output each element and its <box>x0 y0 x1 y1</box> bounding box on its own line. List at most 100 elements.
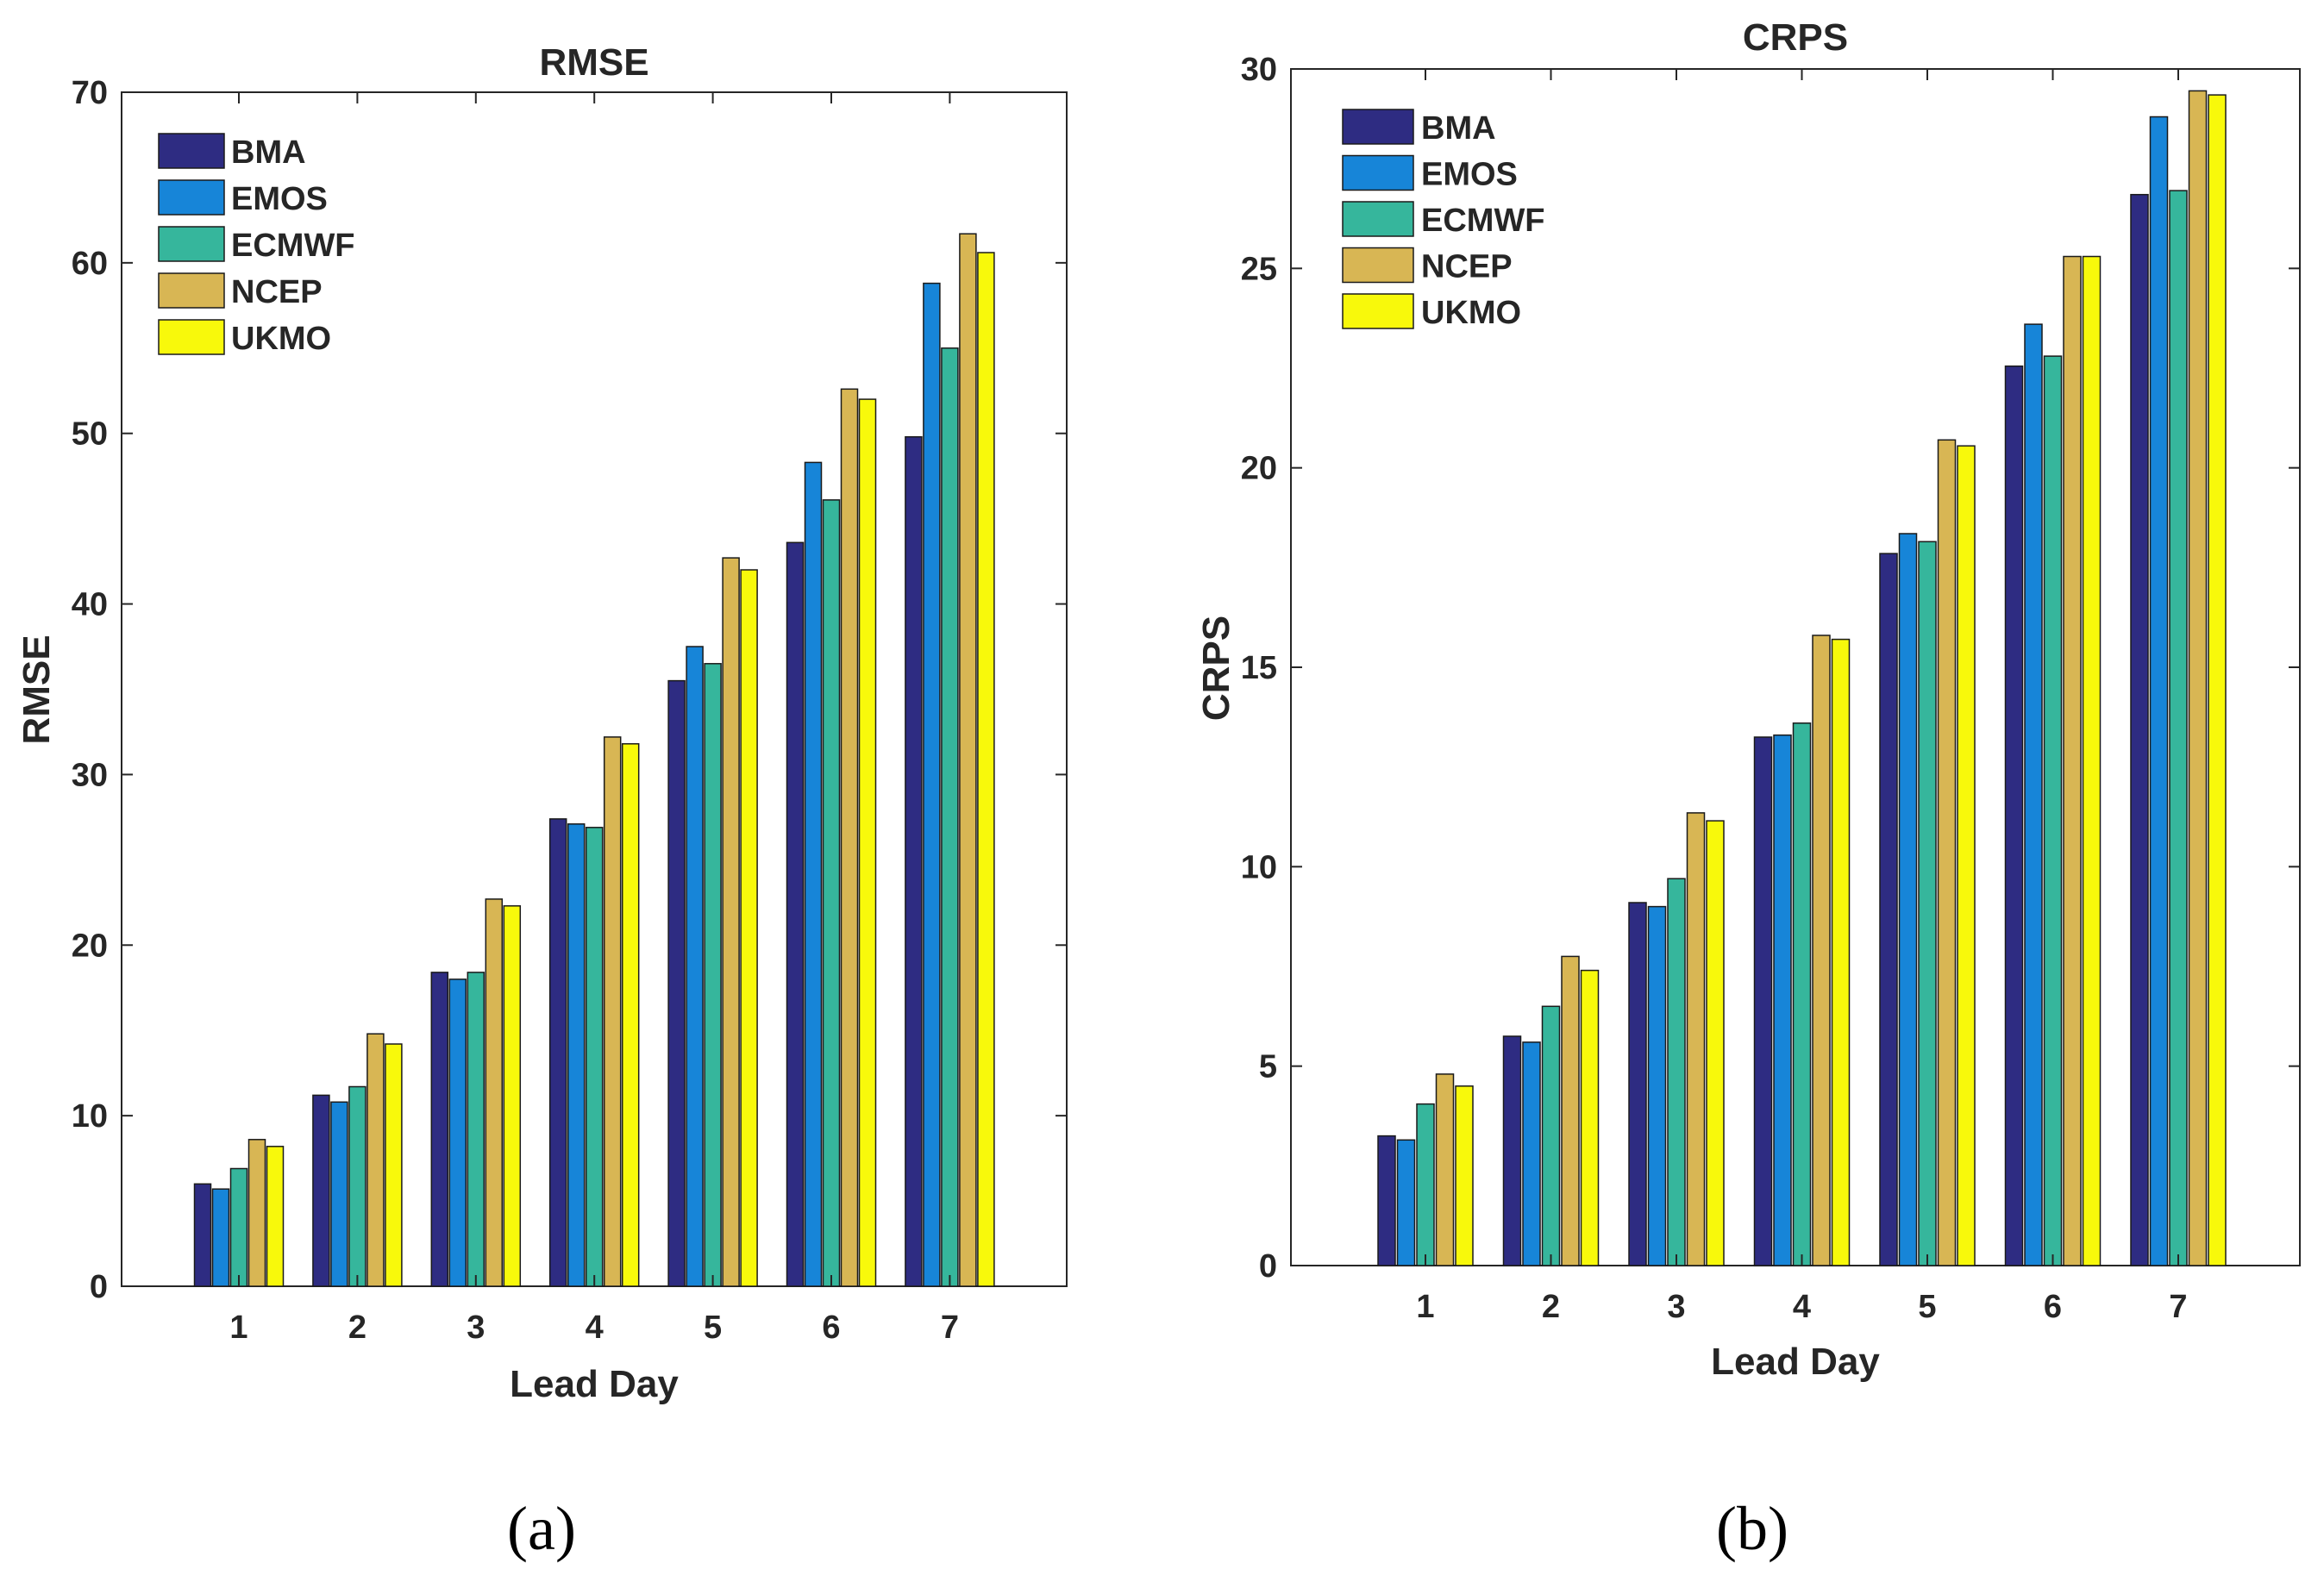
crps-bar-ecmwf-day-7 <box>2169 190 2188 1266</box>
crps-bar-emos-day-5 <box>1898 533 1918 1266</box>
crps-bar-ukmo-day-1 <box>1455 1085 1474 1266</box>
crps-bar-ecmwf-day-4 <box>1792 722 1812 1266</box>
crps-chart-title: CRPS <box>1743 16 1848 59</box>
rmse-bar-ncep-day-3 <box>485 898 504 1287</box>
crps-bar-ncep-day-5 <box>1937 439 1957 1266</box>
crps-legend-label-bma: BMA <box>1421 110 1496 147</box>
crps-x-tick-label: 4 <box>1793 1289 1811 1325</box>
crps-legend-swatch-bma <box>1342 109 1414 145</box>
crps-bar-emos-day-6 <box>2024 323 2043 1266</box>
rmse-bar-ncep-day-5 <box>722 557 740 1287</box>
rmse-bar-ukmo-day-1 <box>266 1146 285 1287</box>
crps-bar-bma-day-5 <box>1879 553 1898 1266</box>
crps-panel-label: (b) <box>1716 1494 1788 1563</box>
crps-y-tick-label: 25 <box>1241 251 1277 287</box>
rmse-bar-emos-day-2 <box>330 1101 348 1287</box>
crps-y-tick-label: 20 <box>1241 451 1277 487</box>
rmse-y-tick-label: 0 <box>90 1269 108 1305</box>
crps-bar-emos-day-4 <box>1773 734 1792 1266</box>
rmse-legend-swatch-ukmo <box>158 319 225 355</box>
crps-legend-label-ncep: NCEP <box>1421 249 1513 285</box>
rmse-bar-bma-day-4 <box>548 818 567 1287</box>
crps-legend-swatch-ukmo <box>1342 293 1414 329</box>
crps-x-tick-label: 5 <box>1918 1289 1936 1325</box>
rmse-legend-label-ukmo: UKMO <box>231 321 331 357</box>
crps-bar-ukmo-day-4 <box>1831 638 1851 1266</box>
rmse-x-axis-title: Lead Day <box>510 1363 679 1405</box>
rmse-bar-ncep-day-6 <box>840 388 859 1287</box>
crps-legend-label-ukmo: UKMO <box>1421 295 1521 331</box>
rmse-chart-title: RMSE <box>539 41 648 84</box>
crps-y-tick-label: 30 <box>1241 52 1277 88</box>
rmse-bar-emos-day-6 <box>804 461 823 1287</box>
crps-bar-bma-day-2 <box>1502 1035 1522 1266</box>
rmse-bar-ecmwf-day-6 <box>822 499 841 1287</box>
rmse-x-tick-label: 2 <box>348 1310 366 1346</box>
rmse-x-tick-label: 3 <box>467 1310 485 1346</box>
rmse-bar-ecmwf-day-1 <box>229 1167 248 1287</box>
rmse-legend-swatch-ncep <box>158 272 225 309</box>
rmse-bar-bma-day-1 <box>193 1183 212 1287</box>
rmse-bar-ukmo-day-3 <box>503 905 522 1287</box>
crps-bars <box>1377 90 2227 1266</box>
rmse-x-tick-label: 5 <box>704 1310 722 1346</box>
crps-bar-emos-day-2 <box>1522 1041 1541 1266</box>
crps-bar-ncep-day-6 <box>2063 255 2082 1266</box>
crps-legend-swatch-emos <box>1342 154 1414 191</box>
rmse-y-tick-label: 20 <box>72 928 108 964</box>
rmse-bar-bma-day-7 <box>905 435 923 1287</box>
rmse-bar-ukmo-day-7 <box>977 252 995 1287</box>
rmse-y-ticks: 0 10 20 30 40 50 60 70 <box>72 75 1067 1305</box>
crps-bar-ukmo-day-6 <box>2082 255 2102 1266</box>
crps-bar-ecmwf-day-6 <box>2043 355 2063 1266</box>
rmse-bar-emos-day-3 <box>448 978 467 1287</box>
crps-legend-label-emos: EMOS <box>1421 157 1518 193</box>
crps-bar-bma-day-1 <box>1377 1135 1396 1266</box>
rmse-bar-ukmo-day-2 <box>385 1043 403 1287</box>
rmse-legend-label-ecmwf: ECMWF <box>231 228 355 264</box>
rmse-bar-ncep-day-2 <box>366 1033 385 1287</box>
rmse-x-tick-label: 6 <box>822 1310 840 1346</box>
rmse-bar-ecmwf-day-5 <box>704 663 722 1287</box>
crps-x-tick-label: 7 <box>2169 1289 2187 1325</box>
rmse-bar-bma-day-5 <box>667 679 686 1287</box>
crps-y-tick-label: 0 <box>1259 1248 1277 1285</box>
crps-bar-ecmwf-day-2 <box>1541 1005 1561 1266</box>
rmse-x-tick-label: 4 <box>586 1310 604 1346</box>
crps-bar-ecmwf-day-1 <box>1416 1103 1435 1266</box>
crps-bar-ecmwf-day-5 <box>1918 541 1937 1266</box>
rmse-y-tick-label: 50 <box>72 416 108 453</box>
crps-x-tick-label: 1 <box>1416 1289 1434 1325</box>
crps-y-axis-title: CRPS <box>1195 616 1237 721</box>
crps-y-tick-label: 10 <box>1241 849 1277 885</box>
rmse-y-tick-label: 30 <box>72 757 108 793</box>
rmse-bar-ncep-day-4 <box>603 736 622 1287</box>
crps-x-tick-label: 2 <box>1542 1289 1560 1325</box>
rmse-x-tick-label: 1 <box>229 1310 247 1346</box>
rmse-legend-label-bma: BMA <box>231 134 306 171</box>
crps-bar-ncep-day-4 <box>1812 635 1831 1266</box>
crps-bar-ecmwf-day-3 <box>1667 878 1686 1266</box>
crps-bar-ncep-day-7 <box>2188 90 2208 1266</box>
crps-bar-ncep-day-3 <box>1686 812 1706 1266</box>
crps-bar-bma-day-3 <box>1628 902 1647 1266</box>
rmse-y-tick-label: 10 <box>72 1098 108 1135</box>
rmse-x-tick-label: 7 <box>941 1310 959 1346</box>
rmse-y-tick-label: 70 <box>72 75 108 111</box>
crps-legend-swatch-ecmwf <box>1342 201 1414 237</box>
crps-x-ticks: 1 2 3 4 5 6 7 <box>1416 69 2188 1325</box>
crps-x-tick-label: 6 <box>2044 1289 2062 1325</box>
crps-bar-emos-day-3 <box>1647 905 1667 1266</box>
crps-bar-bma-day-7 <box>2130 193 2149 1266</box>
rmse-legend-label-ncep: NCEP <box>231 274 323 310</box>
rmse-bar-ncep-day-1 <box>247 1139 266 1287</box>
rmse-legend: BMA EMOS ECMWF NCEP UKMO <box>158 133 355 357</box>
rmse-bars <box>193 233 995 1287</box>
crps-bar-ncep-day-1 <box>1435 1073 1455 1266</box>
rmse-bar-ecmwf-day-3 <box>467 972 485 1287</box>
rmse-bar-emos-day-5 <box>686 646 704 1287</box>
crps-bar-ukmo-day-3 <box>1706 820 1725 1266</box>
crps-y-tick-label: 15 <box>1241 650 1277 686</box>
rmse-bar-ukmo-day-5 <box>740 569 758 1287</box>
